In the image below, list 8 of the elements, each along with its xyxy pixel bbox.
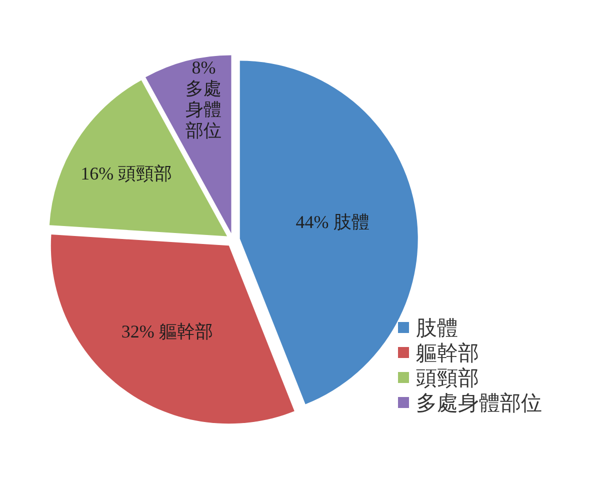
data-label: 16% 頭頸部	[80, 163, 172, 184]
legend-label: 多處身體部位	[416, 391, 542, 415]
legend-label: 肢體	[416, 316, 458, 340]
data-label: 8% 多處身體部位	[186, 58, 222, 141]
legend-label: 頭頸部	[416, 366, 479, 390]
data-label: 44% 肢體	[296, 212, 370, 232]
legend-label: 軀幹部	[416, 341, 479, 365]
data-label: 32% 軀幹部	[121, 322, 213, 342]
